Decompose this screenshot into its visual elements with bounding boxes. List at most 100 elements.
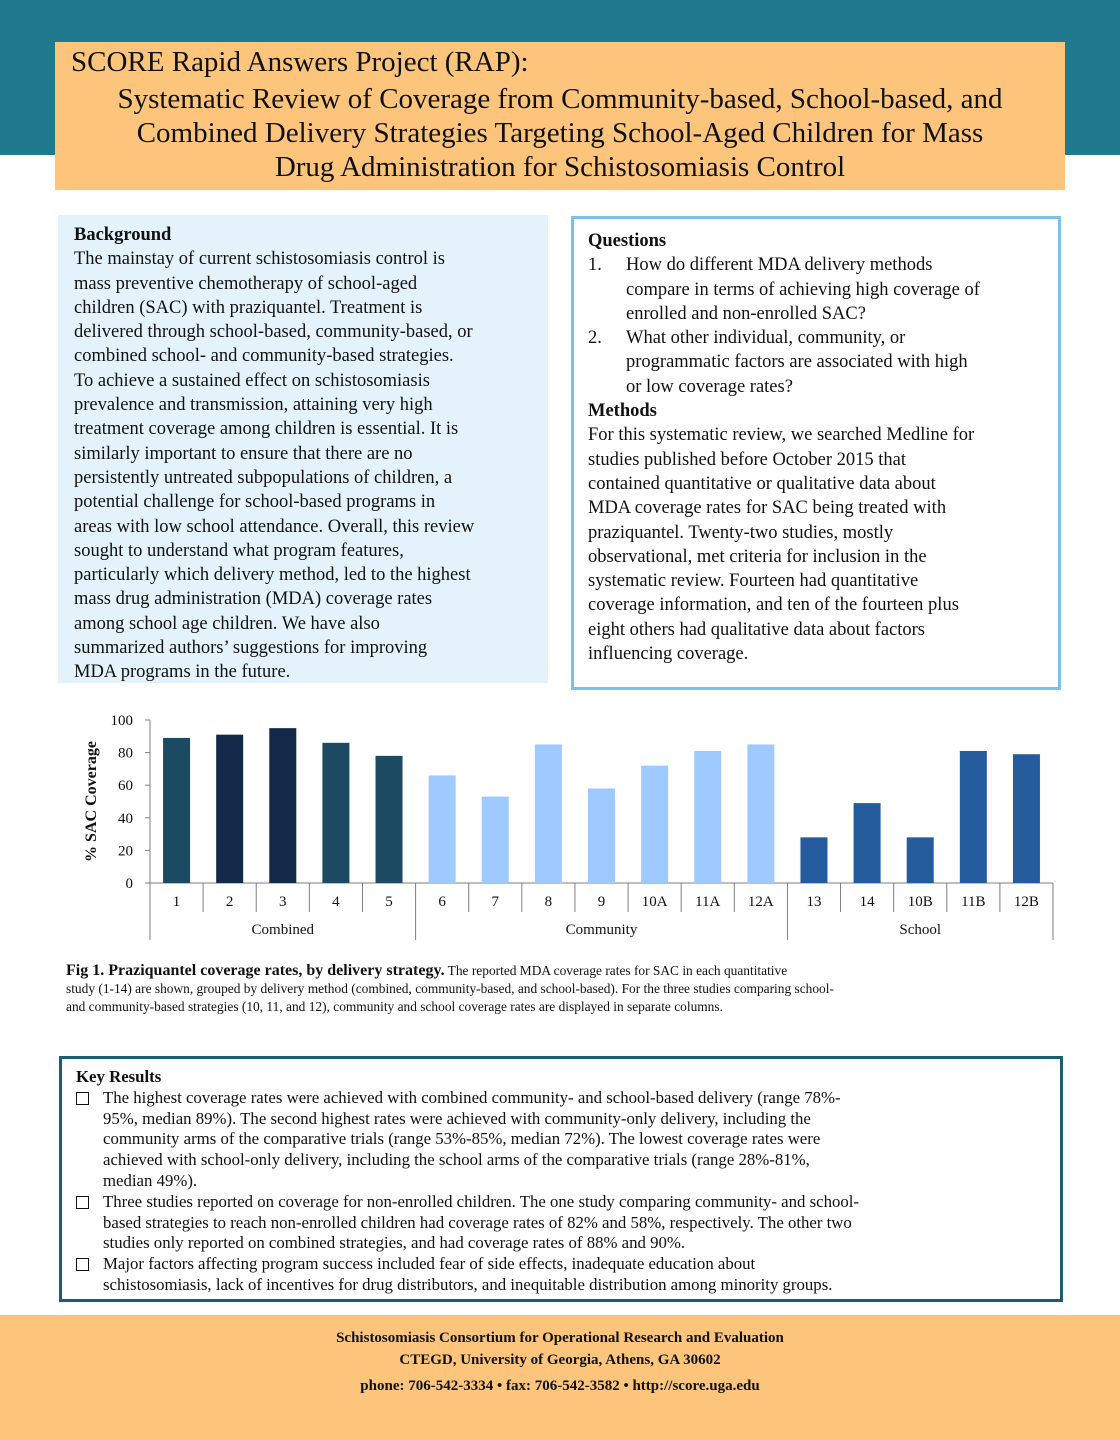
x-tick-label: 14 [860, 894, 876, 910]
key-result-text: Three studies reported on coverage for n… [103, 1192, 859, 1254]
key-result-item: The highest coverage rates were achieved… [76, 1088, 1040, 1192]
x-tick-label: 10A [642, 894, 668, 910]
x-tick-label: 12A [748, 894, 774, 910]
caption-line: study (1-14) are shown, grouped by deliv… [66, 981, 834, 996]
background-line: summarized authors’ suggestions for impr… [74, 638, 428, 659]
background-line: among school age children. We have also [74, 613, 380, 634]
footer: Schistosomiasis Consortium for Operation… [0, 1315, 1120, 1440]
question-line: What other individual, community, or [626, 328, 906, 349]
methods-line: observational, met criteria for inclusio… [588, 546, 927, 567]
footer-contact: phone: 706-542-3334 • fax: 706-542-3582 … [360, 1378, 760, 1394]
key-result-line: Three studies reported on coverage for n… [103, 1191, 860, 1211]
key-result-line: The highest coverage rates were achieved… [103, 1087, 841, 1107]
question-line: or low coverage rates? [626, 376, 793, 397]
methods-heading: Methods [588, 401, 657, 422]
title-banner: SCORE Rapid Answers Project (RAP): Syste… [55, 42, 1065, 190]
background-heading: Background [74, 225, 172, 245]
question-item: 1. How do different MDA delivery methods… [588, 253, 1048, 326]
title-line-4: Drug Administration for Schistosomiasis … [274, 151, 846, 183]
bar [428, 775, 456, 883]
methods-line: systematic review. Fourteen had quantita… [588, 571, 919, 592]
key-result-text: Major factors affecting program success … [103, 1254, 832, 1296]
bar [481, 796, 509, 883]
methods-line: For this systematic review, we searched … [588, 425, 975, 446]
bar [959, 750, 987, 883]
caption-line: The reported MDA coverage rates for SAC … [444, 963, 788, 978]
key-results-heading: Key Results [76, 1067, 162, 1086]
bar [163, 737, 191, 883]
key-result-text: The highest coverage rates were achieved… [103, 1088, 841, 1192]
background-line: persistently untreated subpopulations of… [74, 467, 453, 488]
background-line: treatment coverage among children is ess… [74, 419, 459, 440]
methods-line: contained quantitative or qualitative da… [588, 473, 936, 494]
bar [216, 734, 244, 883]
key-result-line: 95%, median 89%). The second highest rat… [103, 1108, 811, 1128]
methods-line: influencing coverage. [588, 644, 749, 665]
group-label: Combined [252, 922, 315, 938]
background-line: mass drug administration (MDA) coverage … [74, 589, 433, 610]
key-results-section: Key Results The highest coverage rates w… [59, 1056, 1063, 1302]
background-line: combined school- and community-based str… [74, 346, 454, 367]
background-line: To achieve a sustained effect on schisto… [74, 370, 430, 391]
key-result-line: community arms of the comparative trials… [103, 1129, 821, 1149]
x-tick-label: 11A [695, 894, 720, 910]
x-tick-label: 8 [545, 894, 553, 910]
questions-methods-text: Questions 1. How do different MDA delive… [588, 229, 1048, 666]
y-tick-label: 0 [126, 876, 134, 892]
background-line: children (SAC) with praziquantel. Treatm… [74, 297, 423, 318]
checkbox-bullet-icon [76, 1254, 103, 1296]
bar [322, 742, 350, 883]
bar [800, 837, 828, 883]
question-number: 1. [588, 255, 602, 276]
methods-line: praziquantel. Twenty-two studies, mostly [588, 522, 894, 543]
key-result-item: Major factors affecting program success … [76, 1254, 1040, 1296]
bar [375, 755, 403, 883]
title-line-2: Systematic Review of Coverage from Commu… [117, 83, 1003, 115]
questions-methods-section: Questions 1. How do different MDA delive… [571, 216, 1061, 690]
y-tick-label: 80 [118, 746, 133, 762]
key-result-line: based strategies to reach non-enrolled c… [103, 1212, 852, 1232]
background-line: particularly which delivery method, led … [74, 565, 471, 586]
x-tick-label: 9 [598, 894, 606, 910]
key-results-text: Key Results The highest coverage rates w… [76, 1067, 1040, 1296]
background-line: The mainstay of current schistosomiasis … [74, 249, 445, 270]
background-line: areas with low school attendance. Overal… [74, 516, 475, 537]
figure-caption: Fig 1. Praziquantel coverage rates, by d… [66, 962, 1056, 1016]
question-line: compare in terms of achieving high cover… [626, 279, 980, 300]
bar [906, 837, 934, 883]
x-tick-label: 12B [1014, 894, 1039, 910]
question-item: 2. What other individual, community, or … [588, 326, 1048, 399]
group-label: School [899, 922, 941, 938]
questions-list: 1. How do different MDA delivery methods… [588, 253, 1048, 399]
background-line: similarly important to ensure that there… [74, 443, 413, 464]
footer-organization: Schistosomiasis Consortium for Operation… [336, 1330, 784, 1346]
background-line: potential challenge for school-based pro… [74, 492, 436, 513]
y-tick-label: 40 [118, 811, 133, 827]
methods-line: studies published before October 2015 th… [588, 449, 907, 470]
bar [269, 728, 297, 883]
bar [534, 744, 562, 883]
title-main: Systematic Review of Coverage from Commu… [55, 82, 1065, 184]
title-line-1: SCORE Rapid Answers Project (RAP): [71, 46, 529, 78]
x-tick-label: 10B [908, 894, 933, 910]
checkbox-bullet-icon [76, 1088, 103, 1192]
question-text: How do different MDA delivery methods co… [626, 253, 980, 326]
caption-lead: Fig 1. Praziquantel coverage rates, by d… [66, 962, 445, 979]
key-result-line: median 49%). [103, 1170, 198, 1190]
question-line: How do different MDA delivery methods [626, 255, 933, 276]
key-result-line: studies only reported on combined strate… [103, 1233, 686, 1253]
x-tick-label: 4 [332, 894, 340, 910]
checkbox-bullet-icon [76, 1192, 103, 1254]
x-tick-label: 2 [226, 894, 234, 910]
background-line: mass preventive chemotherapy of school-a… [74, 273, 418, 294]
bar [588, 788, 615, 883]
x-tick-label: 11B [961, 894, 985, 910]
question-line: enrolled and non-enrolled SAC? [626, 303, 866, 324]
methods-line: MDA coverage rates for SAC being treated… [588, 498, 947, 519]
y-tick-label: 20 [118, 843, 133, 859]
footer-address: CTEGD, University of Georgia, Athens, GA… [399, 1352, 721, 1368]
x-tick-label: 1 [173, 894, 181, 910]
questions-heading: Questions [588, 231, 667, 251]
methods-line: coverage information, and ten of the fou… [588, 595, 959, 616]
bar [694, 750, 722, 883]
